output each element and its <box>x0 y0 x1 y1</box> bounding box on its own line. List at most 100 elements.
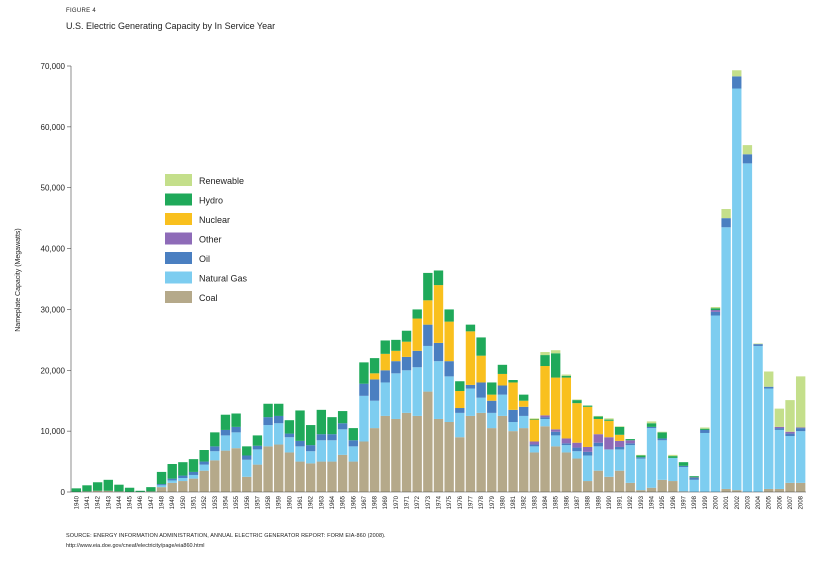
x-tick-label: 1971 <box>405 495 411 509</box>
bar-segment-oil <box>519 406 529 416</box>
bar-segment-hydro <box>359 362 369 384</box>
bar-segment-oil <box>678 465 689 468</box>
bar-segment-coal <box>210 460 220 492</box>
bar-segment-coal <box>423 391 433 492</box>
x-tick-label: 2001 <box>724 495 730 509</box>
bar-segment-oil <box>689 478 699 480</box>
x-tick-label: 1951 <box>192 495 198 509</box>
bar-stack-1967 <box>359 362 369 492</box>
bar-stack-1953 <box>210 432 220 492</box>
bar-segment-coal <box>646 487 657 492</box>
bar-segment-hydro <box>103 479 113 491</box>
bar-segment-oil <box>327 434 337 441</box>
bar-segment-other <box>614 440 625 447</box>
bar-segment-natural-gas <box>391 373 401 419</box>
bar-segment-renewable <box>540 352 550 356</box>
bar-segment-natural-gas <box>487 412 497 429</box>
bar-segment-natural-gas <box>582 455 593 482</box>
bar-segment-oil <box>625 443 635 446</box>
bar-segment-natural-gas <box>742 163 753 492</box>
bar-segment-coal <box>380 415 390 492</box>
x-tick-label: 1977 <box>468 495 474 509</box>
bar-segment-oil <box>295 440 305 447</box>
bar-stack-1996 <box>668 454 678 492</box>
bar-segment-natural-gas <box>455 412 465 438</box>
bar-segment-oil <box>316 434 327 441</box>
bar-segment-nuclear <box>593 418 603 435</box>
bar-segment-coal <box>732 490 742 492</box>
bar-segment-hydro <box>444 309 454 322</box>
bar-segment-oil <box>337 423 348 430</box>
bar-segment-other <box>689 477 699 479</box>
bar-segment-natural-gas <box>423 345 433 392</box>
bar-segment-natural-gas <box>476 397 486 413</box>
x-tick-label: 2005 <box>767 495 773 509</box>
bar-segment-natural-gas <box>795 431 806 483</box>
bar-segment-oil <box>700 429 710 433</box>
x-tick-label: 1949 <box>170 495 176 509</box>
x-tick-label: 1997 <box>682 495 688 509</box>
bar-segment-hydro <box>614 426 625 435</box>
bar-segment-coal <box>668 481 678 492</box>
x-tick-label: 1950 <box>181 495 187 509</box>
bar-segment-nuclear <box>433 285 444 343</box>
bar-segment-hydro <box>391 339 401 351</box>
bar-segment-renewable <box>753 343 763 345</box>
bar-stack-1990 <box>604 418 614 492</box>
bar-stack-2008 <box>795 376 806 492</box>
x-tick-label: 2004 <box>756 495 762 509</box>
bar-segment-oil <box>263 417 273 426</box>
legend-label-hydro: Hydro <box>199 196 223 206</box>
bar-segment-oil <box>721 218 731 228</box>
legend-swatch-natural-gas <box>165 271 192 284</box>
bar-stack-1978 <box>476 337 486 492</box>
bar-segment-renewable <box>614 426 625 427</box>
bar-segment-other <box>572 442 582 448</box>
bar-stack-1957 <box>252 435 263 492</box>
bar-segment-natural-gas <box>774 429 785 489</box>
x-tick-label: 1988 <box>586 495 592 509</box>
bar-segment-oil <box>156 484 167 486</box>
bar-segment-hydro <box>380 340 390 354</box>
bar-segment-hydro <box>305 425 316 446</box>
bar-segment-hydro <box>636 455 646 458</box>
bar-stack-2000 <box>710 306 721 492</box>
bar-segment-coal <box>497 415 508 492</box>
bar-segment-hydro <box>497 364 508 374</box>
bar-segment-natural-gas <box>412 367 422 416</box>
bar-segment-coal <box>625 482 635 492</box>
bar-segment-oil <box>242 455 252 460</box>
bar-segment-other <box>625 440 635 444</box>
bar-segment-renewable <box>785 400 795 432</box>
bar-segment-oil <box>657 438 667 441</box>
bar-segment-hydro <box>114 484 124 492</box>
bar-segment-natural-gas <box>359 395 369 442</box>
x-tick-label: 1963 <box>319 495 325 509</box>
x-tick-label: 1958 <box>266 495 272 509</box>
bar-stack-1994 <box>646 421 657 492</box>
bar-segment-natural-gas <box>700 432 710 492</box>
bar-segment-hydro <box>167 464 177 479</box>
bar-stack-1951 <box>188 459 199 492</box>
bar-segment-renewable <box>529 418 540 419</box>
bar-segment-coal <box>561 452 572 492</box>
bar-segment-hydro <box>82 485 92 492</box>
bar-segment-other <box>593 434 603 443</box>
bar-segment-oil <box>646 426 657 429</box>
bar-segment-oil <box>412 350 422 368</box>
legend-label-other: Other <box>199 235 222 245</box>
legend-swatch-nuclear <box>165 213 192 225</box>
source-url: http://www.eia.doe.gov/cneaf/electricity… <box>66 543 205 549</box>
bar-segment-renewable <box>742 145 753 155</box>
bar-segment-nuclear <box>529 419 540 442</box>
legend-label-nuclear: Nuclear <box>199 215 230 225</box>
x-tick-label: 1980 <box>500 495 506 509</box>
bar-segment-oil <box>210 446 220 452</box>
bar-segment-oil <box>284 433 295 438</box>
x-tick-label: 1967 <box>362 495 368 509</box>
bar-segment-natural-gas <box>721 227 731 489</box>
bar-segment-coal <box>678 491 689 492</box>
bar-segment-nuclear <box>604 420 614 438</box>
bar-segment-natural-gas <box>167 480 177 483</box>
bar-segment-hydro <box>550 353 561 378</box>
